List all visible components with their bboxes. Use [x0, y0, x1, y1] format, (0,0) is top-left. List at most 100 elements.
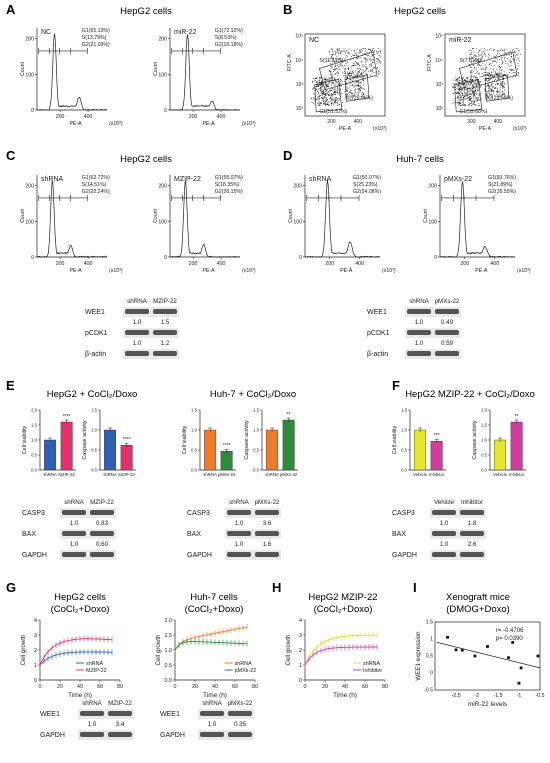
g1-gate: [314, 78, 343, 113]
blot-band: [62, 531, 86, 536]
event-dot: [325, 85, 327, 87]
event-dot: [491, 80, 493, 82]
event-dot: [499, 90, 501, 92]
x-tick-label: -1: [517, 693, 522, 699]
panel-f-title: HepG2 MZIP-22 + CoCl₂/Doxo: [405, 389, 535, 400]
event-dot: [516, 53, 518, 55]
event-dot: [360, 51, 362, 53]
event-dot: [472, 70, 474, 72]
event-dot: [331, 90, 332, 92]
event-dot: [466, 77, 468, 79]
event-dot: [370, 56, 372, 58]
event-dot: [498, 74, 500, 76]
event-dot: [513, 72, 515, 74]
event-dot: [461, 84, 463, 86]
event-dot: [460, 94, 462, 96]
event-dot: [378, 55, 380, 57]
x-tick-label: 40: [212, 684, 218, 690]
event-dot: [458, 84, 460, 86]
blot-band: [200, 711, 224, 716]
event-dot: [469, 85, 471, 87]
event-dot: [478, 103, 480, 105]
event-dot: [477, 98, 479, 100]
bar: [430, 441, 443, 471]
event-dot: [364, 61, 366, 63]
event-dot: [325, 78, 327, 80]
y-axis-label: Count: [153, 209, 159, 223]
event-dot: [359, 64, 360, 66]
event-dot: [358, 74, 360, 76]
event-dot: [338, 77, 340, 79]
blot-strip: [405, 307, 461, 317]
x-tick-label: 0: [39, 684, 42, 690]
sample-label: MZIP-22: [174, 176, 201, 183]
event-dot: [348, 74, 350, 76]
event-dot: [330, 74, 332, 76]
blot-value: 0.60: [96, 541, 109, 548]
event-dot: [475, 60, 477, 62]
y-tick-label: 1.5: [481, 423, 487, 428]
y-tick-label: 0.0: [31, 468, 37, 473]
event-dot: [354, 70, 356, 72]
blot-band: [227, 510, 251, 515]
blot-band: [255, 552, 279, 557]
event-dot: [323, 91, 325, 93]
event-dot: [321, 81, 323, 83]
event-dot: [378, 51, 379, 53]
event-dot: [502, 93, 504, 95]
event-dot: [504, 51, 505, 53]
x-axis-label: Time (h): [333, 692, 357, 699]
event-dot: [459, 86, 461, 88]
event-dot: [459, 85, 461, 87]
blot-value: 1.0: [415, 319, 424, 326]
event-dot: [491, 89, 492, 91]
event-dot: [471, 56, 473, 58]
y-tick-label: 0.0: [191, 468, 197, 473]
x-axis-label: miR-22 levels: [468, 701, 508, 708]
event-dot: [365, 70, 367, 72]
event-dot: [317, 90, 319, 92]
event-dot: [458, 88, 460, 90]
y-tick-label: 200: [25, 184, 34, 190]
x-tick-label: pMXs-22: [280, 472, 298, 477]
event-dot: [510, 56, 512, 58]
event-dot: [333, 88, 335, 90]
event-dot: [463, 99, 465, 101]
event-dot: [504, 59, 506, 61]
event-dot: [497, 78, 499, 80]
event-dot: [366, 67, 368, 69]
event-dot: [515, 48, 517, 49]
event-dot: [497, 75, 499, 76]
event-dot: [489, 93, 491, 95]
sample-label: shRNA: [309, 176, 332, 183]
y-axis-label: FITC-A: [427, 54, 433, 71]
event-dot: [334, 69, 336, 71]
event-dot: [331, 54, 333, 56]
event-dot: [330, 89, 332, 91]
event-dot: [495, 96, 497, 98]
event-dot: [464, 79, 466, 81]
event-dot: [476, 100, 478, 101]
event-dot: [334, 61, 335, 63]
y-tick-label: 200: [158, 184, 167, 190]
event-dot: [470, 66, 472, 68]
event-dot: [458, 81, 460, 83]
panel-i-title2: (DMOG+Doxo): [446, 604, 510, 615]
event-dot: [331, 75, 333, 77]
event-dot: [465, 94, 467, 96]
event-dot: [332, 94, 334, 95]
event-dot: [337, 72, 339, 74]
significance-mark: **: [287, 412, 291, 418]
event-dot: [460, 92, 462, 94]
blot-value: 1.0: [208, 721, 217, 728]
event-dot: [497, 83, 499, 85]
event-dot: [332, 93, 334, 95]
event-dot: [516, 55, 518, 57]
event-dot: [380, 62, 381, 64]
event-dot: [360, 82, 362, 84]
event-dot: [345, 88, 347, 90]
event-dot: [326, 80, 328, 81]
event-dot: [479, 100, 481, 102]
